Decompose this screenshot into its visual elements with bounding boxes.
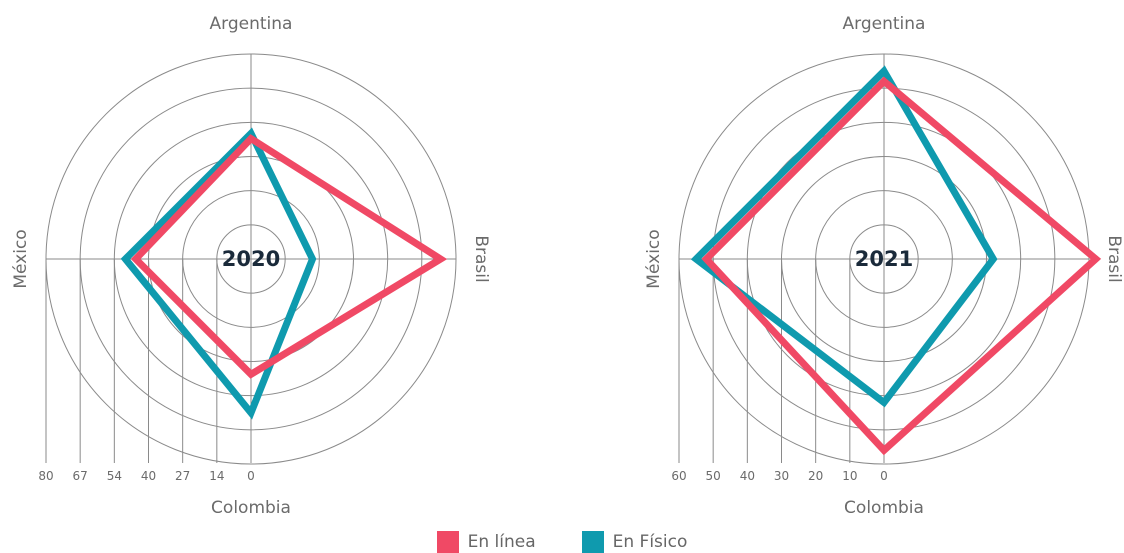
axis-label: Brasil (471, 235, 491, 282)
tick-label: 50 (706, 469, 721, 483)
center-label: 2020 (222, 247, 280, 271)
legend-swatch-physical (581, 530, 604, 553)
legend: En línea En Físico (0, 530, 1124, 553)
legend-item-online: En línea (436, 530, 536, 553)
radar-chart-2021: 60 50 40 30 20 10 0 Argentina Brasil Colombia Méxi… (644, 14, 1124, 518)
legend-swatch-online (436, 530, 459, 553)
tick-label: 20 (808, 469, 823, 483)
tick-label: 14 (209, 469, 224, 483)
tick-label: 67 (73, 469, 88, 483)
series-physical (690, 65, 998, 408)
axis-label: Colombia (844, 498, 924, 518)
tick-label: 27 (175, 469, 190, 483)
tick-label: 10 (842, 469, 857, 483)
radar-chart-2020: 80 67 54 40 27 14 0 Argentina Brasil Colombia Méxi… (11, 14, 491, 518)
legend-label-physical: En Físico (612, 531, 688, 552)
axis-label: Argentina (843, 14, 926, 34)
axis-label: Brasil (1104, 235, 1124, 282)
tick-label: 0 (880, 469, 888, 483)
tick-label: 0 (247, 469, 255, 483)
axis-label: Colombia (211, 498, 291, 518)
axis-label: México (644, 229, 664, 288)
series-online (701, 76, 1102, 456)
tick-label: 54 (107, 469, 122, 483)
series-online (130, 134, 448, 379)
legend-label-online: En línea (467, 531, 536, 552)
axis-label: México (11, 229, 31, 288)
tick-label: 60 (671, 469, 686, 483)
tick-label: 40 (141, 469, 156, 483)
center-label: 2021 (855, 247, 913, 271)
tick-label: 30 (774, 469, 789, 483)
axis-label: Argentina (210, 14, 293, 34)
legend-item-physical: En Físico (581, 530, 688, 553)
series-physical (120, 127, 317, 420)
tick-label: 40 (740, 469, 755, 483)
tick-label: 80 (38, 469, 53, 483)
